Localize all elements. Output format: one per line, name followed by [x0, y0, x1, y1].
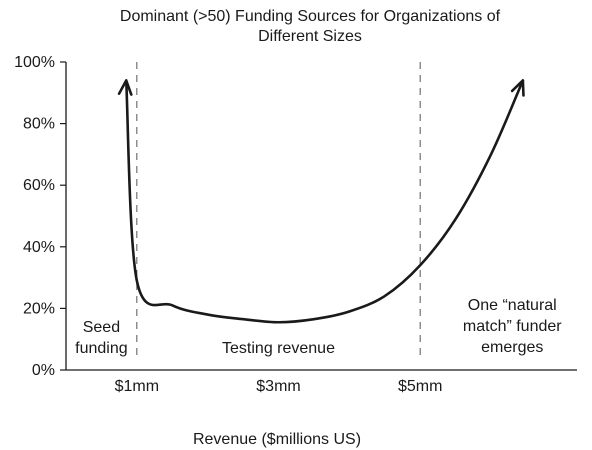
- left-arrowhead: [117, 79, 133, 96]
- region-label-seed: Seed: [83, 319, 120, 336]
- y-tick-label: 20%: [23, 300, 55, 317]
- x-ticks: $1mm $3mm $5mm: [115, 378, 443, 395]
- right-arrowhead: [510, 79, 525, 97]
- series-line: [124, 79, 525, 324]
- region-label-natural-match: match” funder: [463, 318, 562, 335]
- region-labels: Seed funding Testing revenue One “natural ma…: [75, 297, 562, 357]
- y-tick-label: 80%: [23, 116, 55, 133]
- y-tick-label: 60%: [23, 177, 55, 194]
- region-dividers: [136, 62, 421, 355]
- y-tick-label: 40%: [23, 239, 55, 256]
- region-label-natural-match: One “natural: [468, 297, 557, 314]
- y-tick-label: 0%: [32, 362, 55, 379]
- series-layer: [117, 79, 525, 324]
- region-label-testing: Testing revenue: [222, 340, 335, 357]
- region-label-seed: funding: [75, 340, 128, 357]
- y-tick-label: 100%: [14, 54, 55, 71]
- x-axis-label: Revenue ($millions US): [193, 431, 361, 448]
- x-tick-label: $3mm: [256, 378, 300, 395]
- region-label-natural-match: emerges: [481, 339, 543, 356]
- x-tick-label: $5mm: [398, 378, 442, 395]
- chart-title-line-1: Dominant (>50) Funding Sources for Organ…: [120, 8, 501, 25]
- y-ticks: 0% 20% 40% 60% 80% 100%: [14, 54, 66, 379]
- chart-title-line-2: Different Sizes: [258, 28, 362, 45]
- x-tick-label: $1mm: [115, 378, 159, 395]
